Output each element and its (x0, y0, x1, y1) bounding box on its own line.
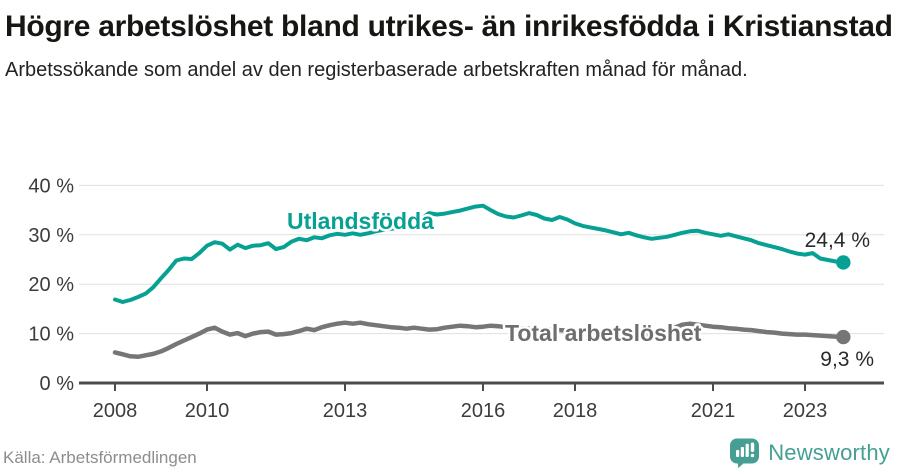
y-tick-label: 40 % (28, 175, 74, 197)
x-tick-label: 2018 (553, 400, 598, 422)
x-axis (79, 381, 884, 391)
x-tick-label: 2016 (461, 400, 506, 422)
newsworthy-logo: Newsworthy (729, 438, 890, 468)
end-dot-total (836, 329, 851, 345)
y-tick-label: 10 % (28, 324, 74, 346)
x-tick-label: 2013 (323, 400, 368, 422)
end-dot-utlandsfodda (836, 255, 851, 270)
gridlines (79, 184, 884, 335)
end-value-label-total: 9,3 % (820, 348, 874, 371)
x-tick-label: 2010 (185, 400, 230, 422)
y-tick-label: 20 % (28, 274, 74, 296)
newsworthy-logo-icon (730, 438, 760, 468)
x-tick-label: 2021 (691, 400, 736, 422)
end-dots (836, 255, 851, 345)
data-lines (112, 203, 846, 360)
series-label-total-arbetsloshet: Total arbetslöshet (505, 320, 702, 346)
y-tick-label: 0 % (40, 373, 75, 395)
source-attribution: Källa: Arbetsförmedlingen (3, 448, 197, 467)
chart-subtitle: Arbetssökande som andel av den registerb… (5, 58, 748, 81)
series-line-total (112, 320, 846, 360)
end-value-label-utlandsfodda: 24,4 % (805, 229, 870, 252)
series-label-utlandsfodda: Utlandsfödda (287, 208, 434, 234)
x-tick-label: 2008 (93, 400, 138, 422)
x-tick-label: 2023 (783, 400, 828, 422)
chart-title: Högre arbetslöshet bland utrikes- än inr… (5, 10, 893, 43)
axis-tick-labels: 0 % 10 % 20 % 30 % 40 % 2008 2010 2013 2016 2018 2… (28, 175, 827, 422)
series-line-utlandsfodda (113, 203, 846, 304)
y-tick-label: 30 % (28, 225, 74, 247)
newsworthy-logo-text: Newsworthy (768, 440, 890, 465)
